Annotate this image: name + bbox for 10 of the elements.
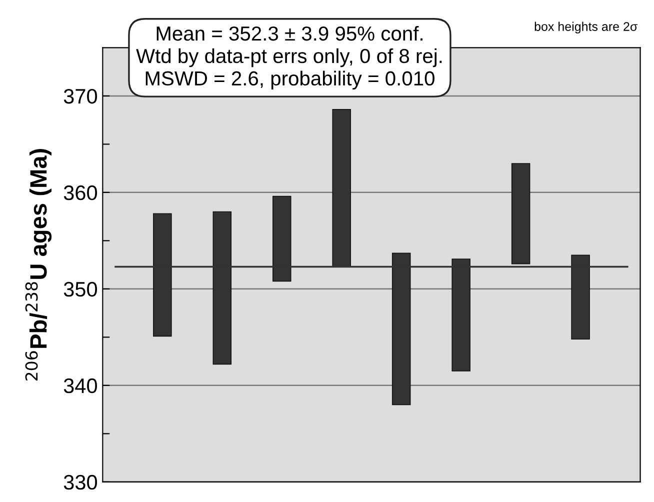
text: Mean = 352.3 ± 3.9 95% conf. — [156, 26, 422, 41]
annotation: Wtd by data-pt errs only, 0 of 8 rej. — [136, 48, 442, 68]
y-tick-label: 350 — [64, 282, 98, 297]
text: box heights are 2σ — [534, 22, 638, 34]
annotation: MSWD = 2.6, probability = 0.010 — [146, 70, 434, 90]
y-tick-label: 360 — [64, 185, 98, 200]
y-axis-title: $^{206}$Pb/$^{238}$U ages (Ma) — [25, 149, 52, 380]
y-tick-label: 330 — [64, 474, 98, 490]
y-tick-label: 340 — [64, 378, 98, 394]
y-tick-label: 370 — [64, 88, 98, 104]
